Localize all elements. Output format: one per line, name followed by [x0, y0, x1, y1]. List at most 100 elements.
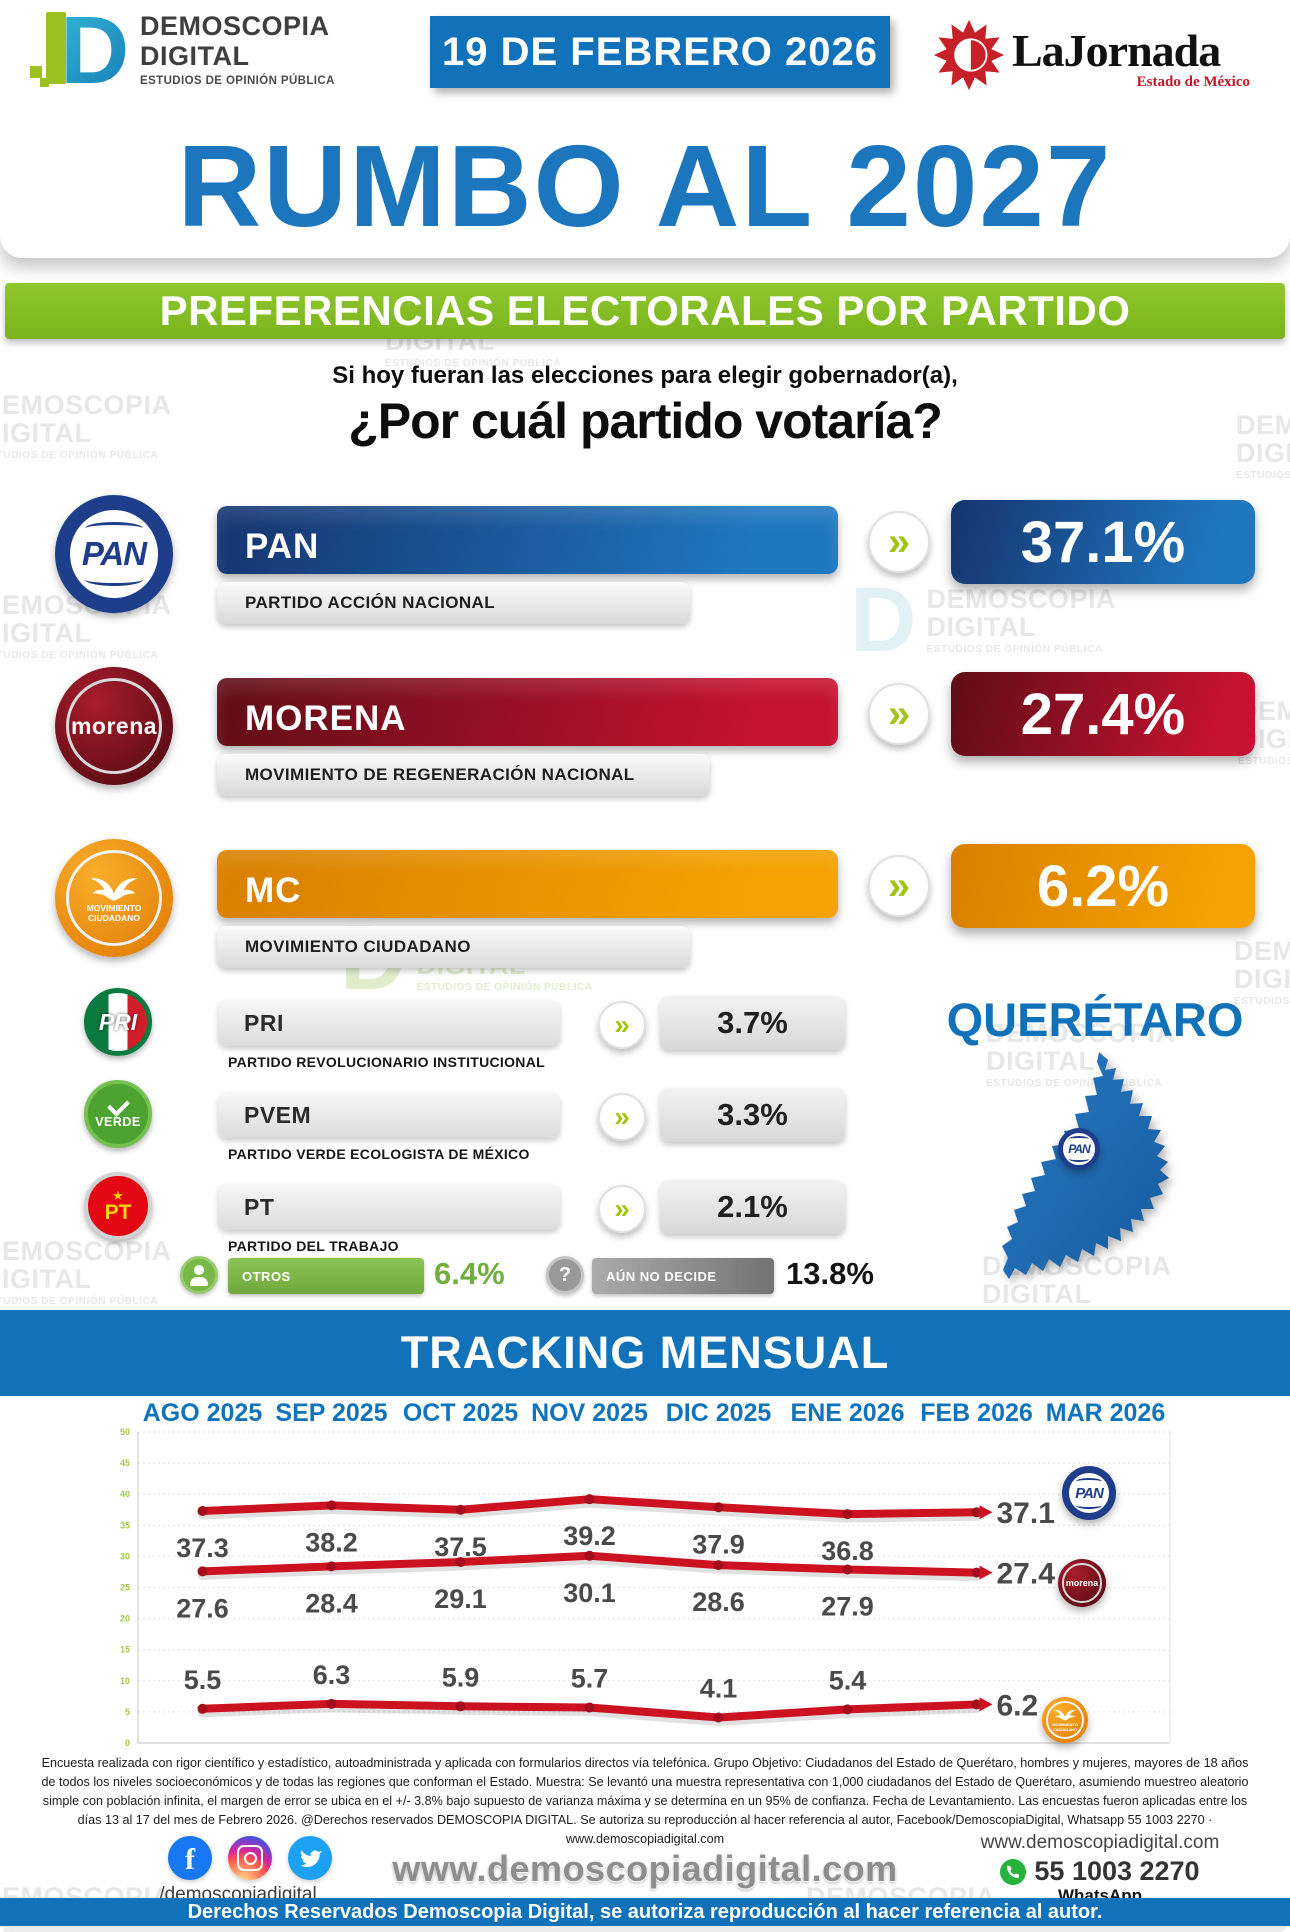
svg-text:27.9: 27.9 — [821, 1591, 874, 1621]
svg-text:37.1: 37.1 — [997, 1497, 1055, 1530]
mc-logo-text: MOVIMIENTO CIUDADANO — [1052, 1722, 1078, 1732]
pt-star-icon: ★ — [112, 1188, 124, 1203]
svg-text:36.8: 36.8 — [821, 1536, 874, 1566]
svg-text:5.7: 5.7 — [571, 1664, 609, 1694]
person-icon — [180, 1256, 218, 1294]
pan-logo: PAN — [55, 495, 173, 613]
svg-text:5.9: 5.9 — [442, 1662, 480, 1692]
svg-text:30.1: 30.1 — [563, 1578, 616, 1608]
tracking-title: TRACKING MENSUAL — [0, 1310, 1290, 1396]
svg-text:6.2: 6.2 — [997, 1689, 1039, 1722]
header-card: D DEMOSCOPIA DIGITAL ESTUDIOS DE OPINIÓN… — [0, 0, 1290, 258]
pt-logo-text: PT — [104, 1201, 132, 1224]
pvem-value: 3.3% — [660, 1088, 845, 1142]
svg-text:40: 40 — [120, 1489, 130, 1499]
others-undecided-row: OTROS 6.4% ? AÚN NO DECIDE 13.8% — [0, 1256, 1290, 1300]
morena-logo-chart: morena — [1058, 1559, 1106, 1607]
svg-text:28.4: 28.4 — [305, 1588, 358, 1618]
others-value: 6.4% — [434, 1256, 505, 1291]
svg-text:37.5: 37.5 — [434, 1532, 487, 1562]
question-line2: ¿Por cuál partido votaría? — [348, 393, 943, 449]
svg-text:15: 15 — [120, 1645, 130, 1655]
chevron-icon: » — [868, 511, 930, 573]
mc-bar: MC — [217, 850, 838, 918]
svg-text:27.4: 27.4 — [997, 1558, 1056, 1591]
copyright-bar: Derechos Reservados Demoscopia Digital, … — [0, 1898, 1290, 1926]
pri-bar: PRI — [218, 1000, 560, 1046]
svg-text:DIC 2025: DIC 2025 — [666, 1399, 772, 1427]
pri-logo: PRI — [84, 988, 152, 1056]
morena-value: 27.4% — [951, 672, 1255, 756]
page-title: RUMBO AL 2027 — [177, 121, 1113, 251]
pvem-logo: VERDE — [84, 1080, 152, 1148]
pt-full-name: PARTIDO DEL TRABAJO — [228, 1238, 399, 1254]
mc-value: 6.2% — [951, 844, 1255, 928]
page-edge — [4, 1926, 1286, 1932]
svg-text:37.9: 37.9 — [692, 1529, 745, 1559]
chevron-icon: » — [598, 1093, 646, 1141]
brand-line1: DEMOSCOPIA — [140, 10, 330, 41]
morena-logo-text: morena — [1065, 1578, 1099, 1588]
pt-bar: PT — [218, 1184, 560, 1230]
svg-text:35: 35 — [120, 1520, 130, 1530]
chevron-icon: » — [598, 1001, 646, 1049]
pt-value: 2.1% — [660, 1180, 845, 1234]
others-bar: OTROS — [228, 1258, 424, 1294]
twitter-icon[interactable] — [288, 1836, 332, 1880]
lajornada-name: LaJornada — [1012, 25, 1221, 76]
pan-logo-chart: PAN — [1062, 1466, 1116, 1520]
queretaro-map — [1002, 1052, 1169, 1279]
pan-bar: PAN — [217, 506, 838, 574]
pan-full-name: PARTIDO ACCIÓN NACIONAL — [217, 582, 690, 624]
chevron-icon: » — [598, 1185, 646, 1233]
brand-tagline: ESTUDIOS DE OPINIÓN PÚBLICA — [140, 74, 335, 87]
party-row-morena: morena MORENA MOVIMIENTO DE REGENERACIÓN… — [0, 667, 1290, 800]
svg-text:28.6: 28.6 — [692, 1587, 745, 1617]
pan-logo-text: PAN — [81, 535, 147, 572]
chevron-icon: » — [868, 683, 930, 745]
svg-text:20: 20 — [120, 1614, 130, 1624]
party-row-pt: ★ PT PT » 2.1% PARTIDO DEL TRABAJO — [0, 1172, 1290, 1264]
question-line1: Si hoy fueran las elecciones para elegir… — [332, 362, 958, 389]
morena-logo-text: morena — [70, 712, 158, 739]
pan-value: 37.1% — [951, 500, 1255, 584]
svg-text:5.4: 5.4 — [829, 1665, 867, 1695]
facebook-icon[interactable]: f — [168, 1836, 212, 1880]
pan-logo-on-map: PAN — [1058, 1128, 1100, 1170]
svg-text:SEP 2025: SEP 2025 — [275, 1399, 387, 1427]
undecided-bar: AÚN NO DECIDE — [592, 1258, 774, 1294]
svg-text:25: 25 — [120, 1583, 130, 1593]
svg-text:MAR 2026: MAR 2026 — [1046, 1399, 1166, 1427]
party-row-pan: PAN PAN PARTIDO ACCIÓN NACIONAL » 37.1% — [0, 495, 1290, 628]
mc-logo: MOVIMIENTO CIUDADANO — [55, 839, 173, 957]
chevron-icon: » — [868, 855, 930, 917]
pvem-bar: PVEM — [218, 1092, 560, 1138]
pri-value: 3.7% — [660, 996, 845, 1050]
svg-text:6.3: 6.3 — [313, 1660, 351, 1690]
morena-logo: morena — [55, 667, 173, 785]
pvem-check-icon — [106, 1094, 130, 1117]
svg-text:5.5: 5.5 — [184, 1665, 222, 1695]
pvem-full-name: PARTIDO VERDE ECOLOGISTA DE MÉXICO — [228, 1146, 530, 1162]
undecided-value: 13.8% — [786, 1256, 874, 1291]
whatsapp-number: 55 1003 2270 — [1034, 1856, 1200, 1886]
mc-eagle-icon — [90, 878, 138, 902]
instagram-icon[interactable] — [228, 1836, 272, 1880]
website-url-center[interactable]: www.demoscopiadigital.com — [392, 1848, 898, 1889]
social-icons: f — [168, 1836, 332, 1880]
website-url-right[interactable]: www.demoscopiadigital.com — [980, 1832, 1220, 1853]
morena-full-name: MOVIMIENTO DE REGENERACIÓN NACIONAL — [217, 754, 710, 796]
pri-full-name: PARTIDO REVOLUCIONARIO INSTITUCIONAL — [228, 1054, 545, 1070]
svg-text:5: 5 — [125, 1707, 130, 1717]
svg-text:FEB 2026: FEB 2026 — [920, 1399, 1033, 1427]
pri-logo-text: PRI — [98, 1008, 138, 1035]
whatsapp-row[interactable]: 55 1003 2270 — [940, 1856, 1260, 1887]
brand-line2: DIGITAL — [140, 40, 250, 71]
svg-text:37.3: 37.3 — [176, 1533, 229, 1563]
svg-text:38.2: 38.2 — [305, 1527, 358, 1557]
svg-text:29.1: 29.1 — [434, 1584, 487, 1614]
party-row-pvem: VERDE PVEM » 3.3% PARTIDO VERDE ECOLOGIS… — [0, 1080, 1290, 1172]
svg-text:27.6: 27.6 — [176, 1593, 229, 1623]
date-badge: 19 DE FEBRERO 2026 — [430, 16, 890, 88]
